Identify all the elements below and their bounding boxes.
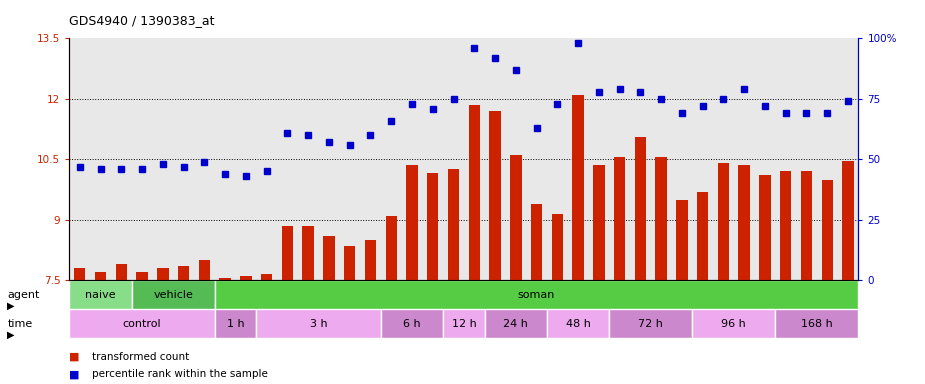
Bar xyxy=(364,240,376,280)
Text: GDS4940 / 1390383_at: GDS4940 / 1390383_at xyxy=(69,14,215,27)
Bar xyxy=(780,172,792,280)
Bar xyxy=(697,192,709,280)
Bar xyxy=(256,309,381,338)
Bar xyxy=(69,309,215,338)
Text: ▶: ▶ xyxy=(7,301,15,311)
Bar xyxy=(261,274,272,280)
Bar xyxy=(427,174,438,280)
Text: ▶: ▶ xyxy=(7,330,15,340)
Text: percentile rank within the sample: percentile rank within the sample xyxy=(92,369,268,379)
Bar xyxy=(759,175,771,280)
Text: 6 h: 6 h xyxy=(403,318,421,329)
Bar xyxy=(136,272,148,280)
Text: ■: ■ xyxy=(69,352,80,362)
Bar xyxy=(323,236,335,280)
Bar xyxy=(448,169,459,280)
Text: ■: ■ xyxy=(69,369,80,379)
Bar xyxy=(131,280,215,309)
Bar xyxy=(386,216,397,280)
Bar xyxy=(443,309,485,338)
Bar xyxy=(178,266,190,280)
Bar xyxy=(593,166,605,280)
Bar xyxy=(635,137,646,280)
Text: 1 h: 1 h xyxy=(227,318,244,329)
Text: agent: agent xyxy=(7,290,40,300)
Bar xyxy=(406,166,418,280)
Bar xyxy=(610,309,692,338)
Bar xyxy=(69,280,131,309)
Bar xyxy=(469,105,480,280)
Text: vehicle: vehicle xyxy=(154,290,193,300)
Bar xyxy=(199,260,210,280)
Text: 96 h: 96 h xyxy=(722,318,746,329)
Bar xyxy=(116,264,127,280)
Bar xyxy=(738,166,750,280)
Text: 3 h: 3 h xyxy=(310,318,327,329)
Bar xyxy=(676,200,687,280)
Bar xyxy=(718,164,729,280)
Text: time: time xyxy=(7,318,32,329)
Bar xyxy=(94,272,106,280)
Bar xyxy=(547,309,610,338)
Text: 72 h: 72 h xyxy=(638,318,663,329)
Bar xyxy=(344,246,355,280)
Bar xyxy=(381,309,443,338)
Bar xyxy=(157,268,168,280)
Text: naive: naive xyxy=(85,290,116,300)
Bar xyxy=(821,180,833,280)
Bar xyxy=(489,111,500,280)
Bar xyxy=(573,95,584,280)
Bar xyxy=(531,204,542,280)
Text: 48 h: 48 h xyxy=(566,318,590,329)
Bar xyxy=(282,226,293,280)
Bar xyxy=(485,309,547,338)
Bar xyxy=(215,309,256,338)
Bar xyxy=(551,214,563,280)
Bar xyxy=(692,309,775,338)
Text: control: control xyxy=(123,318,161,329)
Text: soman: soman xyxy=(518,290,555,300)
Bar xyxy=(219,278,231,280)
Bar xyxy=(215,280,858,309)
Text: 24 h: 24 h xyxy=(503,318,528,329)
Bar xyxy=(656,157,667,280)
Bar xyxy=(240,276,252,280)
Bar xyxy=(614,157,625,280)
Bar xyxy=(801,172,812,280)
Text: transformed count: transformed count xyxy=(92,352,190,362)
Bar xyxy=(74,268,85,280)
Bar xyxy=(775,309,858,338)
Text: 12 h: 12 h xyxy=(451,318,476,329)
Bar xyxy=(510,156,522,280)
Bar xyxy=(843,161,854,280)
Bar xyxy=(302,226,314,280)
Text: 168 h: 168 h xyxy=(801,318,832,329)
